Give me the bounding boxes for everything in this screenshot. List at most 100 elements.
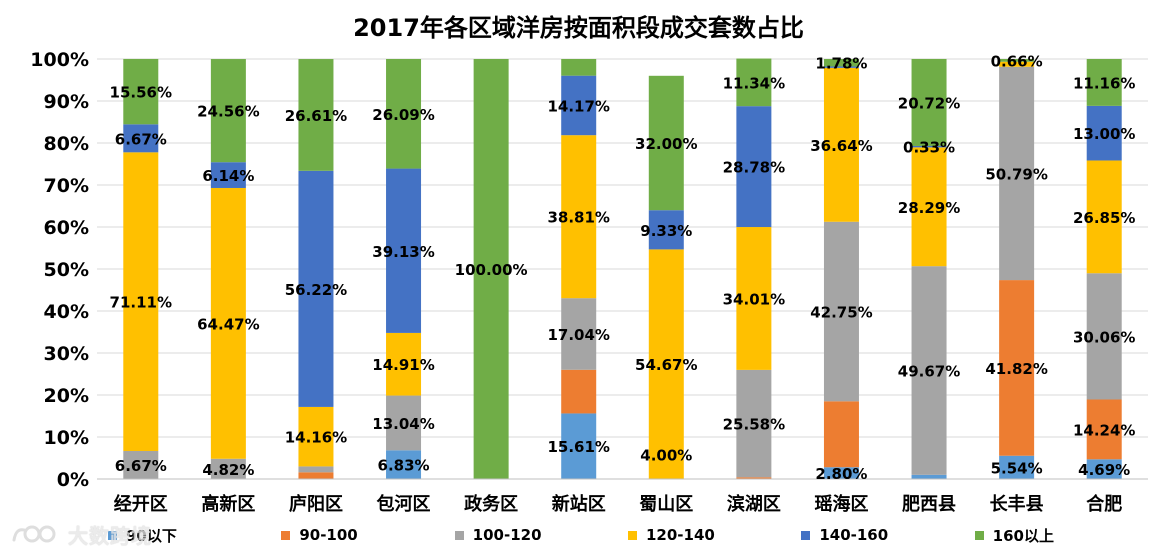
- legend-item: 160以上: [974, 523, 1054, 547]
- data-label: 71.11%: [110, 294, 172, 312]
- x-tick-label: 经开区: [114, 493, 168, 515]
- data-label: 6.14%: [202, 167, 254, 185]
- data-label: 20.72%: [898, 94, 960, 112]
- bar-segment: [561, 413, 597, 479]
- bar-segment: [1086, 399, 1122, 460]
- data-label: 24.56%: [197, 103, 259, 121]
- data-label: 54.67%: [635, 356, 697, 374]
- axes: 0% 10% 20% 30% 40% 50% 60% 70% 80% 90% 100% 经开区 高新区 庐…: [30, 49, 1148, 515]
- bar-segment: [210, 162, 246, 188]
- legend-swatch: [281, 530, 291, 540]
- x-tick-label: 新站区: [552, 493, 606, 515]
- legend-swatch: [454, 530, 464, 540]
- bar-segment: [648, 210, 684, 250]
- data-label: 100.00%: [455, 261, 528, 279]
- bar-segment: [561, 369, 597, 414]
- bar-segment: [736, 477, 772, 479]
- data-label: 14.17%: [547, 97, 609, 115]
- bar-segment: [999, 455, 1035, 479]
- legend-swatch: [801, 530, 811, 540]
- legend: 90以下 90-100 100-120 120-140 140-160 160以上: [108, 523, 1148, 549]
- bar-segment: [298, 170, 334, 407]
- legend-swatch: [108, 530, 117, 540]
- data-label: 30.06%: [1073, 328, 1135, 346]
- data-label: 56.22%: [285, 281, 347, 299]
- data-label: 42.75%: [810, 304, 872, 322]
- bar-segment: [911, 474, 947, 479]
- bars: [123, 58, 1122, 479]
- legend-label: 90-100: [299, 526, 358, 544]
- legend-item: 90以下: [108, 523, 177, 547]
- data-label: 14.16%: [285, 429, 347, 447]
- y-tick-label: 30%: [44, 343, 89, 365]
- bar-segment: [123, 152, 159, 451]
- bar-segment: [648, 75, 684, 211]
- bar-segment: [911, 58, 947, 146]
- bar-segment: [736, 58, 772, 107]
- bar-segment: [999, 66, 1035, 281]
- y-tick-label: 40%: [44, 301, 89, 323]
- data-label: 50.79%: [985, 165, 1047, 183]
- data-label: 28.29%: [898, 199, 960, 217]
- bar-segment: [210, 187, 246, 459]
- x-tick-label: 滨湖区: [727, 493, 781, 515]
- data-label: 2.80%: [815, 465, 867, 483]
- data-label: 14.91%: [372, 356, 434, 374]
- y-tick-label: 70%: [44, 175, 89, 197]
- data-label: 4.00%: [640, 447, 692, 465]
- bar-segment: [473, 59, 509, 479]
- x-tick-label: 庐阳区: [289, 493, 343, 515]
- x-tick-label: 蜀山区: [639, 494, 693, 515]
- y-tick-label: 0%: [57, 469, 89, 491]
- data-label: 1.78%: [815, 55, 867, 73]
- bar-segment: [1086, 273, 1122, 400]
- bar-segment: [561, 59, 597, 76]
- y-tick-label: 20%: [44, 385, 89, 407]
- bar-segment: [386, 168, 422, 333]
- data-label: 36.64%: [810, 137, 872, 155]
- y-tick-label: 80%: [44, 133, 89, 155]
- data-label: 26.09%: [372, 106, 434, 124]
- data-label: 5.54%: [991, 459, 1043, 477]
- legend-item: 140-160: [801, 523, 888, 547]
- bar-segment: [736, 106, 772, 228]
- bar-segment: [1086, 59, 1122, 106]
- bar-segment: [999, 61, 1035, 67]
- data-label: 11.16%: [1073, 74, 1135, 92]
- bar-segment: [298, 472, 334, 479]
- bar-segment: [648, 249, 684, 479]
- bar-segment: [736, 369, 772, 478]
- bar-segment: [298, 466, 334, 473]
- bar-segment: [123, 58, 159, 125]
- bar-segment: [561, 75, 597, 136]
- watermark-text: 大数跨境: [68, 523, 152, 548]
- bar-segment: [386, 450, 422, 479]
- x-tick-label: 高新区: [201, 493, 255, 515]
- bar-segment: [911, 145, 947, 148]
- bar-segment: [999, 59, 1035, 62]
- legend-label: 90以下: [126, 526, 177, 545]
- data-label: 49.67%: [898, 362, 960, 380]
- legend-label: 120-140: [646, 526, 715, 544]
- bar-segment: [911, 266, 947, 475]
- y-tick-label: 10%: [44, 427, 89, 449]
- bar-segment: [298, 406, 334, 467]
- bar-segment: [999, 280, 1035, 456]
- data-label: 6.83%: [378, 457, 430, 475]
- bar-segment: [823, 221, 859, 402]
- data-label: 15.56%: [110, 84, 172, 102]
- bar-segment: [823, 401, 859, 468]
- data-label: 6.67%: [115, 130, 167, 148]
- x-tick-label: 政务区: [464, 493, 518, 515]
- legend-label: 160以上: [992, 526, 1054, 545]
- bar-segment: [386, 395, 422, 451]
- data-labels: 6.67% 71.11% 6.67% 15.56% 4.82% 64.47% 6.14% 24…: [110, 52, 1136, 483]
- data-label: 13.04%: [372, 415, 434, 433]
- bar-segment: [1086, 160, 1122, 274]
- y-tick-label: 100%: [30, 49, 89, 71]
- watermark-logo-icon: [12, 525, 56, 543]
- legend-label: 100-120: [472, 526, 542, 544]
- legend-item: 120-140: [628, 523, 715, 547]
- x-tick-label: 肥西县: [901, 494, 956, 515]
- data-label: 26.85%: [1073, 209, 1135, 227]
